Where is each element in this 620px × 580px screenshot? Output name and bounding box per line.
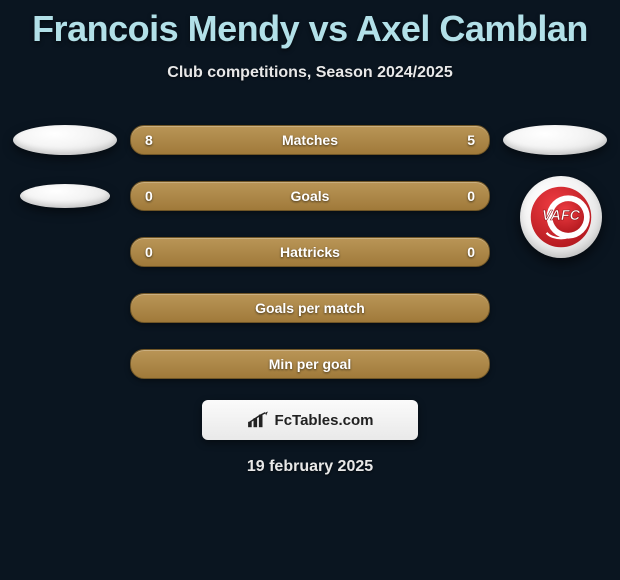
club-badge-vafc: VAFC — [520, 176, 602, 258]
left-slot — [10, 176, 120, 216]
stat-left-value: 8 — [145, 132, 153, 148]
right-slot — [500, 344, 610, 384]
stat-label: Hattricks — [280, 244, 340, 260]
stat-right-value: 5 — [467, 132, 475, 148]
stat-label: Goals — [291, 188, 330, 204]
subtitle: Club competitions, Season 2024/2025 — [0, 64, 620, 82]
page-title: Francois Mendy vs Axel Camblan — [0, 0, 620, 50]
left-slot — [10, 120, 120, 160]
footer-brand-text: FcTables.com — [275, 412, 374, 429]
stat-left-value: 0 — [145, 244, 153, 260]
right-slot — [500, 288, 610, 328]
bars-icon — [247, 411, 269, 429]
player-badge-right — [503, 125, 607, 155]
left-slot — [10, 288, 120, 328]
stat-label: Min per goal — [269, 356, 351, 372]
stat-bar-hattricks: 0 Hattricks 0 — [130, 237, 490, 267]
right-slot — [500, 120, 610, 160]
footer-brand-badge: FcTables.com — [202, 400, 418, 440]
svg-text:VAFC: VAFC — [542, 208, 581, 224]
left-slot — [10, 344, 120, 384]
left-slot — [10, 232, 120, 272]
stat-bar-matches: 8 Matches 5 — [130, 125, 490, 155]
player-badge-left — [20, 184, 110, 208]
snapshot-date: 19 february 2025 — [0, 458, 620, 476]
stat-label: Goals per match — [255, 300, 365, 316]
stat-right-value: 0 — [467, 244, 475, 260]
stat-row: Goals per match — [0, 288, 620, 328]
vafc-icon: VAFC — [525, 181, 597, 253]
stat-row: 8 Matches 5 — [0, 120, 620, 160]
stat-right-value: 0 — [467, 188, 475, 204]
stat-left-value: 0 — [145, 188, 153, 204]
player-badge-left — [13, 125, 117, 155]
stat-bar-goals: 0 Goals 0 — [130, 181, 490, 211]
stat-bar-min-per-goal: Min per goal — [130, 349, 490, 379]
stat-bar-goals-per-match: Goals per match — [130, 293, 490, 323]
stat-label: Matches — [282, 132, 338, 148]
stat-row: Min per goal — [0, 344, 620, 384]
